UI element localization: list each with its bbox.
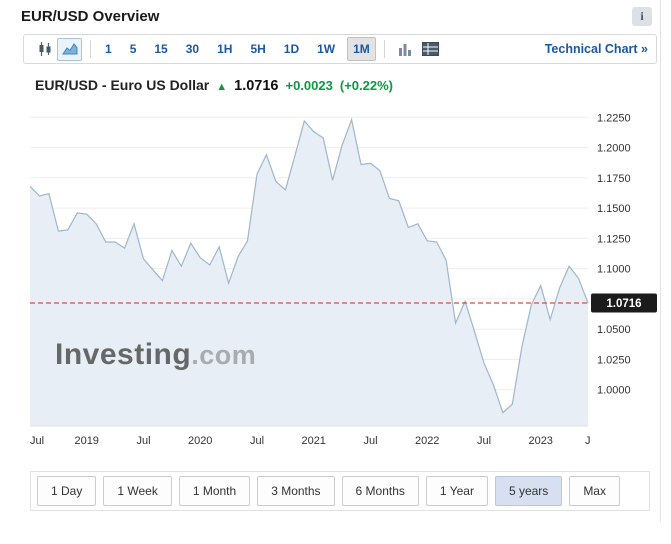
eurusd-overview-widget: EUR/USD Overview i 1 5 15 30 1H 5H 1D 1W 1M [20,0,661,522]
interval-button-5H[interactable]: 5H [244,37,271,61]
interval-button-15[interactable]: 15 [148,37,173,61]
range-button-1-day[interactable]: 1 Day [37,476,97,506]
info-icon: i [640,9,644,23]
chevron-right-icon: » [641,42,648,56]
info-button[interactable]: i [632,7,652,26]
toolbar-divider [383,40,385,58]
quote-change: +0.0023 [285,78,333,93]
price-chart: 1.2250 1.2000 1.1750 1.1500 1.1250 1.1000 1.07… [20,100,660,461]
interval-button-1D[interactable]: 1D [278,37,305,61]
interval-button-1[interactable]: 1 [99,37,118,61]
technical-chart-link[interactable]: Technical Chart » [544,42,648,56]
interval-button-30[interactable]: 30 [180,37,205,61]
bar-columns-button[interactable] [393,38,418,61]
range-button-1-month[interactable]: 1 Month [178,476,251,506]
interval-button-1W[interactable]: 1W [311,37,341,61]
range-bar: 1 Day 1 Week 1 Month 3 Months 6 Months 1 Year… [30,471,650,511]
range-button-1-year[interactable]: 1 Year [425,476,488,506]
table-view-icon [421,42,439,56]
range-button-max[interactable]: Max [569,476,620,506]
current-price-tag [591,293,657,313]
current-price-tag-label: 1.0716 [606,298,641,310]
y-axis-label: 1.1250 [597,233,631,245]
x-axis-label-edge: J [585,435,591,447]
candlestick-chart-button[interactable] [32,38,57,61]
area-chart-icon [61,43,77,55]
range-button-3-months[interactable]: 3 Months [257,476,335,506]
interval-button-5[interactable]: 5 [124,37,143,61]
interval-buttons: 1 5 15 30 1H 5H 1D 1W 1M [99,37,376,61]
table-view-button[interactable] [418,38,443,61]
x-axis-label: Jul [363,435,377,447]
x-axis-label: 2023 [528,435,552,447]
y-axis-label: 1.0500 [597,324,631,336]
x-axis-label: Jul [477,435,491,447]
instrument-name: EUR/USD - Euro US Dollar [35,77,210,93]
y-axis-label: 1.2000 [597,143,631,155]
quote-line: EUR/USD - Euro US Dollar ▲ 1.0716 +0.002… [35,77,660,94]
x-axis-label: Jul [136,435,150,447]
x-axis-label: 2022 [415,435,439,447]
price-area-chart[interactable]: 1.2250 1.2000 1.1750 1.1500 1.1250 1.1000 1.07… [29,100,660,456]
candlestick-icon [39,42,50,56]
interval-button-1M[interactable]: 1M [347,37,376,61]
y-axis-label: 1.1750 [597,173,631,185]
price-area [30,119,588,426]
range-button-5-years[interactable]: 5 years [494,476,563,506]
y-axis-label: 1.2250 [597,112,631,124]
area-chart-button[interactable] [57,37,82,61]
price-up-arrow-icon: ▲ [216,81,228,93]
price-line [29,117,589,414]
quote-price: 1.0716 [234,78,279,94]
range-button-6-months[interactable]: 6 Months [341,476,419,506]
y-axis-label: 1.0250 [597,354,631,366]
y-axis-label: 1.1500 [597,203,631,215]
range-button-1-week[interactable]: 1 Week [103,476,172,506]
x-axis-label: 2019 [74,435,98,447]
quote-change-pct: (+0.22%) [339,78,393,93]
page-title: EUR/USD Overview [21,8,160,25]
x-axis-label: Jul [250,435,264,447]
y-axis-label: 1.1000 [597,264,631,276]
interval-button-1H[interactable]: 1H [211,37,238,61]
chart-toolbar: 1 5 15 30 1H 5H 1D 1W 1M Technical Chart » [23,34,657,64]
y-axis-label: 1.0000 [597,385,631,397]
toolbar-divider [90,40,91,58]
x-axis-label: Jul [30,435,44,447]
x-axis-label: 2020 [188,435,212,447]
widget-header: EUR/USD Overview i [20,0,660,30]
x-axis-label: 2021 [301,435,325,447]
bar-columns-icon [399,43,412,56]
